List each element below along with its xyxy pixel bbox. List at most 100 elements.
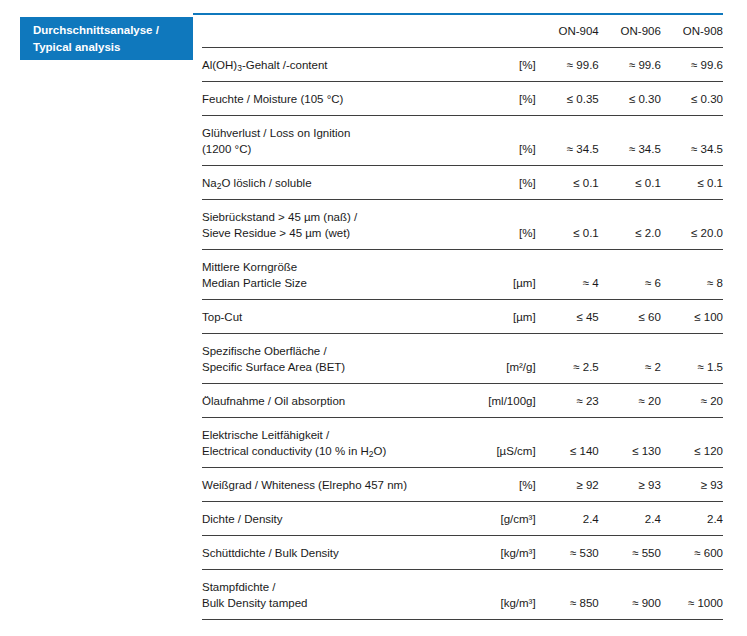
value-cell-on-904: ≈ 4 [536,250,599,300]
value-cell-on-908: ≈ 8 [661,250,723,300]
value-cell-on-906: ≤ 2.0 [599,200,661,250]
value-cell-on-906: ≈ 2 [599,334,661,384]
table-row: Schüttdichte / Bulk Density[kg/m³]≈ 530≈… [202,536,723,570]
column-header-on-904: ON-904 [536,15,599,48]
value-cell-on-904: ≈ 850 [536,570,599,620]
table-row: Top-Cut[µm]≤ 45≤ 60≤ 100 [202,300,723,334]
datasheet-page: { "colors": { "accent": "#0f78bd", "rule… [0,0,747,636]
parameter-label-line: Bulk Density tamped [202,595,451,611]
parameter-label: Spezifische Oberfläche /Specific Surface… [202,334,451,384]
parameter-label-line: Ölaufnahme / Oil absorption [202,393,451,409]
value-cell-on-908: ≤ 20.0 [661,200,723,250]
table-row: Al(OH)3-Gehalt /-content[%]≈ 99.6≈ 99.6≈… [202,48,723,82]
parameter-label: Weißgrad / Whiteness (Elrepho 457 nm) [202,468,451,502]
value-cell-on-904: ≤ 45 [536,300,599,334]
parameter-label: Schüttdichte / Bulk Density [202,536,451,570]
unit-cell: [%] [451,166,535,200]
table-header-row: ON-904ON-906ON-908 [202,15,723,48]
value-cell-on-904: ≈ 34.5 [536,116,599,166]
value-cell-on-908: ≈ 34.5 [661,116,723,166]
unit-cell: [kg/m³] [451,570,535,620]
value-cell-on-904: ≤ 140 [536,418,599,468]
table-row: Ölaufnahme / Oil absorption[ml/100g]≈ 23… [202,384,723,418]
value-cell-on-906: 2.4 [599,502,661,536]
table-row: Weißgrad / Whiteness (Elrepho 457 nm)[%]… [202,468,723,502]
header-unit-spacer [451,15,535,48]
parameter-label: Elektrische Leitfähigkeit /Electrical co… [202,418,451,468]
unit-cell: [%] [451,200,535,250]
column-header-on-908: ON-908 [661,15,723,48]
value-cell-on-904: ≈ 2.5 [536,334,599,384]
parameter-label-line: Sieve Residue > 45 µm (wet) [202,225,451,241]
table-row: Na2O löslich / soluble[%]≤ 0.1≤ 0.1≤ 0.1 [202,166,723,200]
parameter-label-line: Median Particle Size [202,275,451,291]
value-cell-on-904: ≤ 0.35 [536,82,599,116]
value-cell-on-904: ≤ 0.1 [536,166,599,200]
column-header-on-906: ON-906 [599,15,661,48]
table-row: Spezifische Oberfläche /Specific Surface… [202,334,723,384]
value-cell-on-908: ≈ 1.5 [661,334,723,384]
table-row: Siebrückstand > 45 µm (naß) /Sieve Resid… [202,200,723,250]
value-cell-on-908: ≥ 93 [661,468,723,502]
section-title-box: Durchschnittsanalyse / Typical analysis [20,17,193,60]
value-cell-on-906: ≈ 550 [599,536,661,570]
table-row: Stampfdichte /Bulk Density tamped[kg/m³]… [202,570,723,620]
table-row: Feuchte / Moisture (105 °C)[%]≤ 0.35≤ 0.… [202,82,723,116]
header-parameter-spacer [202,15,451,48]
parameter-label: Mittlere KorngrößeMedian Particle Size [202,250,451,300]
unit-cell: [%] [451,116,535,166]
value-cell-on-906: ≤ 130 [599,418,661,468]
value-cell-on-908: ≤ 0.1 [661,166,723,200]
value-cell-on-906: ≤ 0.30 [599,82,661,116]
value-cell-on-904: ≈ 99.6 [536,48,599,82]
value-cell-on-908: ≈ 20 [661,384,723,418]
parameter-label-line: Mittlere Korngröße [202,259,451,275]
value-cell-on-908: ≈ 1000 [661,570,723,620]
parameter-label-line: Specific Surface Area (BET) [202,359,451,375]
unit-cell: [m²/g] [451,334,535,384]
parameter-label: Dichte / Density [202,502,451,536]
value-cell-on-906: ≈ 34.5 [599,116,661,166]
parameter-label: Top-Cut [202,300,451,334]
table-row: Elektrische Leitfähigkeit /Electrical co… [202,418,723,468]
unit-cell: [%] [451,468,535,502]
parameter-label: Siebrückstand > 45 µm (naß) /Sieve Resid… [202,200,451,250]
value-cell-on-908: 2.4 [661,502,723,536]
value-cell-on-908: ≤ 0.30 [661,82,723,116]
parameter-label-line: (1200 °C) [202,141,451,157]
section-title-line-2: Typical analysis [33,39,193,56]
value-cell-on-908: ≤ 100 [661,300,723,334]
value-cell-on-904: ≈ 530 [536,536,599,570]
value-cell-on-904: ≈ 23 [536,384,599,418]
parameter-label-line: Weißgrad / Whiteness (Elrepho 457 nm) [202,477,451,493]
value-cell-on-904: ≤ 0.1 [536,200,599,250]
parameter-label-line: Elektrische Leitfähigkeit / [202,427,451,443]
value-cell-on-906: ≤ 60 [599,300,661,334]
parameter-label-line: Feuchte / Moisture (105 °C) [202,91,451,107]
parameter-label-line: Na2O löslich / soluble [202,175,451,191]
value-cell-on-906: ≤ 0.1 [599,166,661,200]
unit-cell: [%] [451,82,535,116]
parameter-label-line: Glühverlust / Loss on Ignition [202,125,451,141]
value-cell-on-906: ≥ 93 [599,468,661,502]
typical-analysis-table: ON-904ON-906ON-908 Al(OH)3-Gehalt /-cont… [202,15,723,620]
value-cell-on-908: ≈ 600 [661,536,723,570]
unit-cell: [g/cm³] [451,502,535,536]
unit-cell: [%] [451,48,535,82]
value-cell-on-906: ≈ 6 [599,250,661,300]
parameter-label-line: Top-Cut [202,309,451,325]
parameter-label-line: Siebrückstand > 45 µm (naß) / [202,209,451,225]
table-row: Glühverlust / Loss on Ignition(1200 °C)[… [202,116,723,166]
parameter-label-line: Dichte / Density [202,511,451,527]
unit-cell: [ml/100g] [451,384,535,418]
unit-cell: [µm] [451,250,535,300]
parameter-label: Stampfdichte /Bulk Density tamped [202,570,451,620]
table-row: Mittlere KorngrößeMedian Particle Size[µ… [202,250,723,300]
parameter-label-line: Electrical conductivity (10 % in H2O) [202,443,451,459]
parameter-label: Al(OH)3-Gehalt /-content [202,48,451,82]
parameter-label: Ölaufnahme / Oil absorption [202,384,451,418]
parameter-label-line: Schüttdichte / Bulk Density [202,545,451,561]
parameter-label: Feuchte / Moisture (105 °C) [202,82,451,116]
value-cell-on-904: 2.4 [536,502,599,536]
value-cell-on-908: ≈ 99.6 [661,48,723,82]
